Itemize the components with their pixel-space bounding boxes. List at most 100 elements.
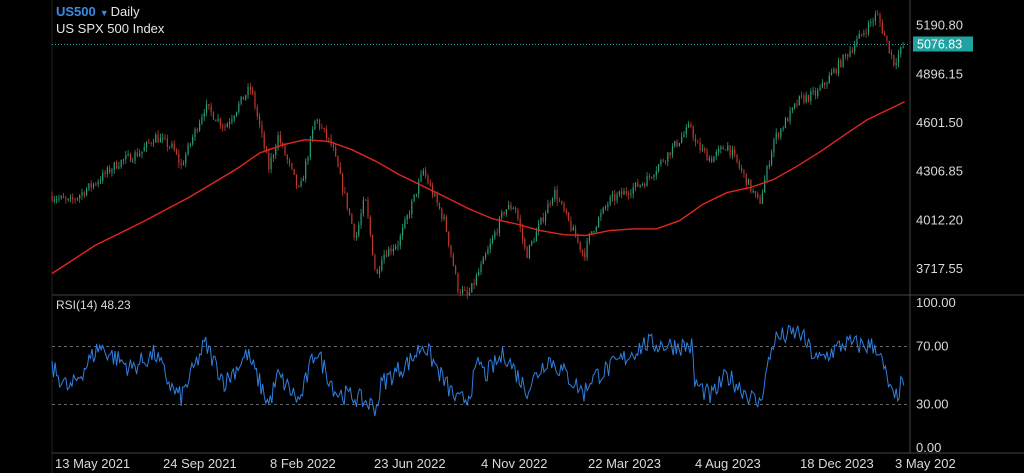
candle-body[interactable] (134, 152, 136, 161)
candle-body[interactable] (563, 203, 565, 211)
candle-body[interactable] (579, 241, 581, 250)
candle-body[interactable] (754, 191, 757, 194)
candle-body[interactable] (321, 127, 323, 129)
candle-body[interactable] (344, 191, 346, 193)
candle-body[interactable] (466, 290, 468, 295)
candle-body[interactable] (173, 143, 175, 151)
candle-body[interactable] (118, 166, 120, 169)
candle-body[interactable] (722, 147, 724, 150)
candle-body[interactable] (471, 283, 473, 293)
candle-body[interactable] (498, 217, 501, 233)
candle-body[interactable] (581, 249, 584, 253)
candle-body[interactable] (305, 161, 307, 179)
candle-body[interactable] (796, 103, 798, 106)
candle-body[interactable] (312, 129, 314, 139)
candle-body[interactable] (715, 151, 717, 157)
candle-body[interactable] (600, 213, 602, 218)
candle-body[interactable] (814, 90, 817, 96)
candle-body[interactable] (457, 273, 459, 293)
candle-body[interactable] (544, 213, 547, 222)
candle-body[interactable] (302, 178, 305, 182)
candle-body[interactable] (210, 105, 212, 112)
candle-body[interactable] (175, 150, 178, 155)
candle-body[interactable] (711, 157, 713, 163)
candle-body[interactable] (641, 184, 644, 186)
candle-body[interactable] (694, 137, 697, 143)
candle-body[interactable] (674, 141, 676, 147)
candle-body[interactable] (826, 83, 828, 85)
candle-body[interactable] (614, 194, 616, 201)
candle-body[interactable] (58, 198, 60, 200)
candle-body[interactable] (704, 148, 706, 151)
candle-body[interactable] (879, 14, 881, 23)
timeframe-label[interactable]: Daily (110, 4, 140, 19)
candle-body[interactable] (136, 152, 138, 157)
candle-body[interactable] (877, 14, 879, 16)
candle-body[interactable] (706, 150, 708, 161)
candle-body[interactable] (228, 122, 231, 124)
candle-body[interactable] (549, 203, 551, 205)
candle-body[interactable] (775, 132, 777, 140)
candle-body[interactable] (708, 157, 710, 161)
candle-body[interactable] (300, 181, 302, 187)
candle-body[interactable] (464, 289, 466, 291)
candle-body[interactable] (288, 159, 291, 164)
candle-body[interactable] (282, 143, 284, 145)
candle-body[interactable] (328, 138, 330, 140)
candle-body[interactable] (109, 167, 111, 173)
candle-body[interactable] (501, 212, 503, 218)
candle-body[interactable] (752, 191, 754, 193)
candle-body[interactable] (180, 163, 182, 165)
candle-body[interactable] (348, 208, 351, 215)
candle-body[interactable] (764, 179, 766, 193)
candle-body[interactable] (461, 289, 464, 294)
candle-body[interactable] (309, 138, 311, 158)
candle-body[interactable] (187, 144, 189, 155)
candle-body[interactable] (401, 227, 404, 236)
candle-body[interactable] (166, 138, 168, 147)
candle-body[interactable] (519, 218, 521, 228)
candle-body[interactable] (856, 38, 858, 46)
candle-body[interactable] (828, 75, 830, 84)
candle-body[interactable] (473, 283, 475, 285)
candle-body[interactable] (295, 174, 298, 186)
candle-body[interactable] (584, 252, 586, 258)
candle-body[interactable] (863, 33, 865, 35)
candle-body[interactable] (277, 135, 279, 149)
candle-body[interactable] (316, 119, 318, 121)
candle-body[interactable] (870, 22, 872, 24)
candle-body[interactable] (542, 217, 544, 222)
candle-body[interactable] (99, 180, 102, 182)
candle-body[interactable] (346, 192, 348, 209)
candle-body[interactable] (139, 153, 141, 157)
candle-body[interactable] (727, 145, 729, 151)
candle-body[interactable] (639, 184, 641, 187)
candle-body[interactable] (397, 245, 399, 247)
candle-body[interactable] (791, 107, 793, 111)
candle-body[interactable] (777, 132, 780, 137)
candle-body[interactable] (646, 176, 648, 187)
candle-body[interactable] (272, 155, 275, 158)
candle-body[interactable] (169, 146, 171, 148)
candle-body[interactable] (565, 210, 567, 213)
candle-body[interactable] (842, 54, 844, 67)
candle-body[interactable] (602, 207, 604, 214)
candle-body[interactable] (415, 194, 418, 196)
candle-body[interactable] (865, 33, 867, 35)
candle-body[interactable] (819, 87, 821, 91)
candle-body[interactable] (371, 234, 374, 256)
candle-body[interactable] (450, 245, 452, 255)
candle-body[interactable] (157, 134, 159, 143)
candle-body[interactable] (83, 192, 85, 196)
candle-body[interactable] (189, 143, 191, 145)
candle-body[interactable] (72, 197, 74, 200)
candle-body[interactable] (406, 215, 408, 220)
candle-body[interactable] (531, 241, 533, 245)
candle-body[interactable] (577, 237, 579, 242)
candle-body[interactable] (122, 159, 125, 161)
candle-body[interactable] (667, 152, 669, 162)
candle-body[interactable] (235, 111, 238, 116)
candle-body[interactable] (807, 95, 810, 101)
candle-body[interactable] (517, 210, 519, 219)
